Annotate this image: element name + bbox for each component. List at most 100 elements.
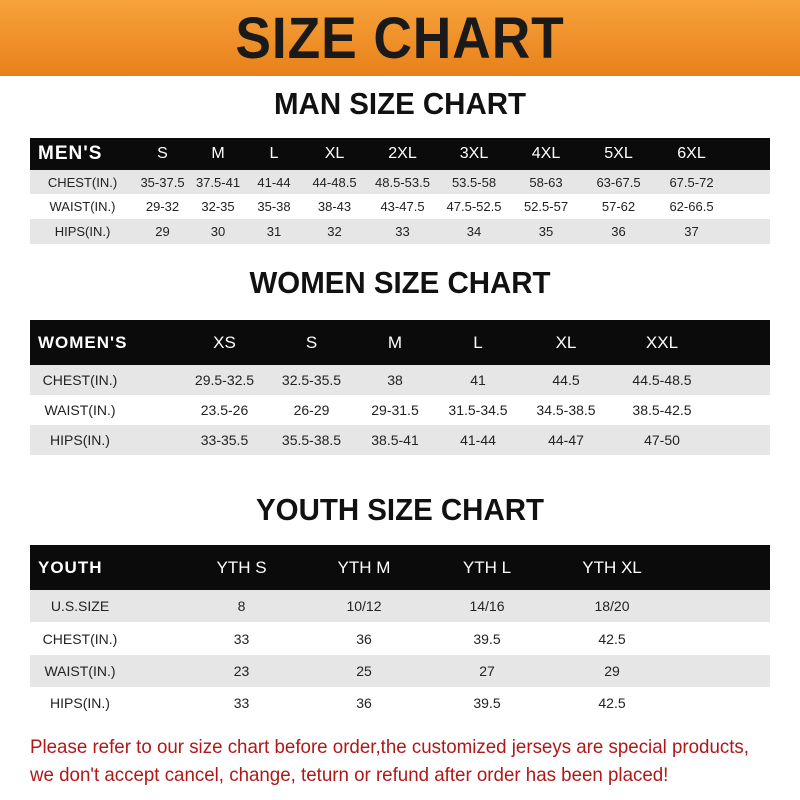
table-cell: 39.5 [473,630,501,647]
row-spacer [130,622,180,655]
table-cell: 38.5-41 [354,425,436,455]
table-cell: 27 [425,655,549,687]
banner-title: SIZE CHART [235,5,565,71]
row-label: CHEST(IN.) [42,630,118,647]
size-header: 5XL [582,138,655,170]
table-cell: 37 [655,219,728,244]
size-header: XXL [612,320,712,365]
notice-line: we don't accept cancel, change, teturn o… [30,764,669,786]
row-filler [675,622,770,655]
size-header: 4XL [510,138,582,170]
size-header: XL [302,138,367,170]
table-cell: 36 [356,630,372,647]
table-cell: 23.5-26 [200,402,249,418]
size-header: M [190,138,246,170]
table-header-label: WOMEN'S [30,320,180,365]
row-label: CHEST(IN.) [30,170,135,194]
table-cell: 32-35 [201,199,235,214]
table-cell: 31 [246,219,302,244]
youth-size-table: YOUTH YTH S YTH M YTH L YTH XL U.S.SIZE 8 10/12… [30,545,770,718]
row-filler [712,395,770,425]
table-cell: 47-50 [612,425,712,455]
size-header: S [269,320,354,365]
header-filler [675,545,770,590]
size-header: 2XL [367,138,438,170]
size-header: S [135,138,190,170]
table-cell: 29 [135,219,190,244]
row-spacer [130,365,180,395]
row-filler [675,655,770,687]
table-cell: 47.5-52.5 [446,199,502,214]
table-header-label: YOUTH [30,545,180,590]
table-cell: 35.5-38.5 [269,425,354,455]
row-filler [675,590,770,622]
row-label: HIPS(IN.) [30,219,135,244]
table-row: U.S.SIZE 8 10/12 14/16 18/20 [30,590,770,622]
row-label: HIPS(IN.) [50,694,110,711]
table-row: WAIST(IN.) 29-32 32-35 35-38 38-43 43-47.5 47.… [30,194,770,219]
table-cell: 35 [510,219,582,244]
table-row: WAIST(IN.) 23.5-26 26-29 29-31.5 31.5-34.5 34… [30,395,770,425]
table-cell: 10/12 [303,590,425,622]
table-cell: 37.5-41 [190,170,246,194]
table-cell: 42.5 [598,694,626,711]
table-cell: 38-43 [317,199,352,214]
table-cell: 29.5-32.5 [180,365,269,395]
row-filler [728,170,770,194]
women-section-title: WOMEN SIZE CHART [249,265,551,300]
table-cell: 42.5 [598,630,626,647]
row-filler [712,425,770,455]
row-spacer [130,687,180,718]
table-cell: 32 [302,219,367,244]
size-header: M [354,320,436,365]
table-cell: 34.5-38.5 [536,402,596,418]
table-cell: 36 [356,694,372,711]
table-cell: 18/20 [549,590,675,622]
header-filler [712,320,770,365]
table-row: HIPS(IN.) 33 36 39.5 42.5 [30,687,770,718]
table-cell: 44-48.5 [302,170,367,194]
size-header: YTH S [180,545,303,590]
row-filler [675,687,770,718]
table-cell: 48.5-53.5 [367,170,438,194]
table-cell: 53.5-58 [438,170,510,194]
table-row: CHEST(IN.) 35-37.5 37.5-41 41-44 44-48.5 48.5… [30,170,770,194]
size-header: YTH L [425,545,549,590]
table-header-row: WOMEN'S XS S M L XL XXL [30,320,770,365]
table-cell: 43-47.5 [380,199,425,214]
table-cell: 41 [436,365,520,395]
table-header-row: MEN'S S M L XL 2XL 3XL 4XL 5XL 6XL [30,138,770,170]
table-cell: 35-37.5 [135,170,190,194]
size-header: L [246,138,302,170]
row-label: WAIST(IN.) [44,402,116,418]
table-cell: 8 [180,590,303,622]
table-cell: 33 [233,694,250,711]
table-cell: 44.5 [520,365,612,395]
table-cell: 33-35.5 [180,425,269,455]
row-label: WAIST(IN.) [30,655,130,687]
size-header: XL [520,320,612,365]
table-cell: 14/16 [425,590,549,622]
size-header: 6XL [655,138,728,170]
size-header: 3XL [438,138,510,170]
table-cell: 38.5-42.5 [632,402,692,418]
table-cell: 29-31.5 [371,402,419,418]
table-cell: 31.5-34.5 [448,402,508,418]
table-cell: 26-29 [293,402,330,418]
table-header-label: MEN'S [30,138,135,170]
youth-section-title: YOUTH SIZE CHART [256,492,544,527]
table-cell: 44-47 [520,425,612,455]
women-size-table: WOMEN'S XS S M L XL XXL CHEST(IN.) 29.5-32.5 32.5… [30,320,770,455]
row-spacer [130,655,180,687]
table-cell: 30 [190,219,246,244]
table-cell: 44.5-48.5 [612,365,712,395]
table-cell: 67.5-72 [655,170,728,194]
table-row: WAIST(IN.) 23 25 27 29 [30,655,770,687]
table-cell: 62-66.5 [669,199,714,214]
table-cell: 58-63 [510,170,582,194]
banner: SIZE CHART [0,0,800,76]
size-header: L [436,320,520,365]
table-cell: 32.5-35.5 [269,365,354,395]
table-cell: 34 [438,219,510,244]
row-filler [712,365,770,395]
